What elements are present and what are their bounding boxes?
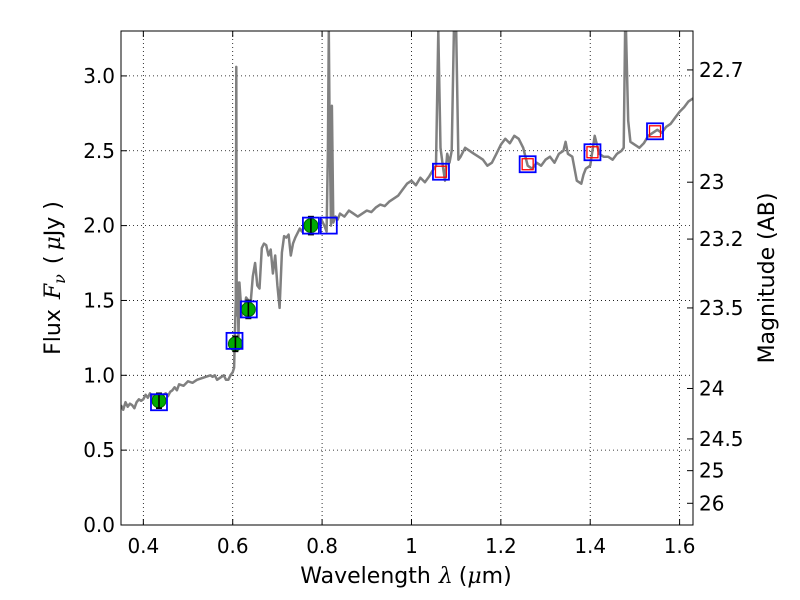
y2-tick-label: 25 — [699, 459, 724, 483]
x-tick-label: 0.8 — [306, 534, 338, 558]
y-tick-label: 2.5 — [83, 139, 115, 163]
model-band-square — [521, 158, 534, 171]
synthetic-square — [225, 331, 244, 350]
y2-tick-label: 24 — [699, 376, 724, 400]
y-tick-label: 1.0 — [83, 363, 115, 387]
synthetic-square — [518, 155, 537, 174]
x-tick-label: 1.6 — [664, 534, 696, 558]
model-band-points — [434, 125, 662, 178]
y2-tick-label: 23.5 — [699, 296, 744, 320]
y2-tick-label: 23 — [699, 170, 724, 194]
x-tick-label: 1 — [405, 534, 418, 558]
y2-axis-label: Magnitude (AB) — [755, 193, 780, 364]
y2-tick-label: 24.5 — [699, 427, 744, 451]
synthetic-square — [319, 216, 338, 235]
observed-points — [151, 215, 319, 410]
y-axis-label: FluxFν(μJy ) — [41, 201, 69, 355]
y2-tick-label: 26 — [699, 491, 724, 515]
plot-frame — [120, 30, 694, 526]
y2-tick-label: 23.2 — [699, 227, 744, 251]
x-tick-label: 1.4 — [574, 534, 606, 558]
synthetic-square — [646, 122, 664, 141]
plot-area — [121, 31, 693, 412]
model-spectrum-line — [121, 31, 693, 411]
x-tick-label: 0.4 — [127, 534, 159, 558]
x-tick-label: 0.6 — [217, 534, 249, 558]
y2-tick-label: 22.7 — [699, 58, 744, 82]
y-axis: 0.0 0.5 1.0 1.5 2.0 2.5 3.0 — [83, 64, 127, 537]
x-axis-label: Wavelength λ (μm) — [300, 564, 511, 589]
y2-axis: 22.7 23 23.2 23.5 24 24.5 25 26 — [687, 58, 744, 515]
synthetic-square — [302, 216, 320, 235]
y-tick-label: 2.0 — [83, 214, 115, 238]
plot-background — [121, 31, 693, 525]
synthetic-square — [432, 162, 450, 181]
synthetic-square — [239, 300, 258, 319]
model-band-square — [586, 146, 599, 159]
x-axis: 0.4 0.6 0.8 1 1.2 1.4 1.6 — [127, 31, 696, 558]
model-band-square — [648, 125, 662, 138]
y-tick-label: 0.5 — [83, 438, 115, 462]
x-tick-label: 1.2 — [485, 534, 517, 558]
synthetic-square — [583, 143, 602, 162]
synthetic-photometry-squares — [150, 122, 664, 412]
model-band-square — [434, 165, 448, 178]
synthetic-square — [150, 393, 168, 412]
y-tick-label: 3.0 — [83, 64, 115, 88]
y-tick-label: 1.5 — [83, 288, 115, 312]
y-tick-label: 0.0 — [83, 513, 115, 537]
